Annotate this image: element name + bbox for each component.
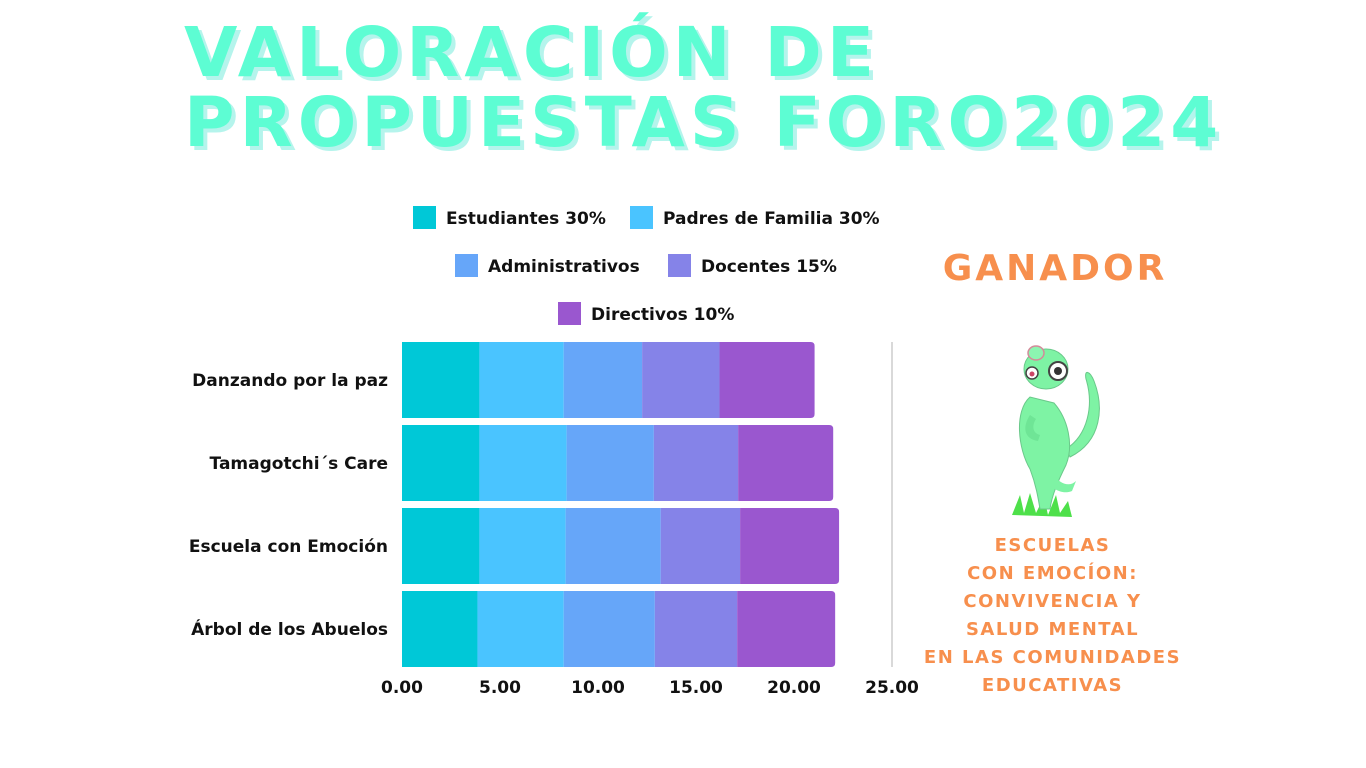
category-label: Árbol de los Abuelos [191,618,388,640]
bar-segment [740,508,840,584]
bar-segment [566,425,654,501]
legend-item: Docentes 15% [668,254,837,277]
bar-segment [565,508,661,584]
bar-segment [563,591,655,667]
winner-line: CONVIVENCIA Y [963,591,1142,612]
tick-label: 10.00 [571,678,625,698]
bar-segment [402,508,480,584]
tick-label: 0.00 [381,678,423,698]
legend-swatch [413,206,436,229]
legend-swatch [630,206,653,229]
bar-segment [477,591,564,667]
legend-swatch [455,254,478,277]
category-label: Tamagotchi´s Care [210,454,388,474]
bar-segment [479,342,564,418]
chart-bars [402,342,840,667]
title-line-1: VALORACIÓN DE [184,13,879,93]
winner-heading: GANADOR [942,248,1168,289]
winner-line: EN LAS COMUNIDADES [923,647,1182,668]
legend-item: Padres de Familia 30% [630,206,880,229]
chameleon-icon [1012,345,1100,517]
bar-segment [402,591,478,667]
winner-line: CON EMOCÍON: [967,563,1138,584]
legend-label: Docentes 15% [701,257,837,277]
winner-line: ESCUELAS [994,535,1111,556]
bar-segment [738,425,834,501]
tick-label: 5.00 [479,678,521,698]
bar-segment [653,425,739,501]
tick-label: 25.00 [865,678,919,698]
bar-segment [402,425,480,501]
chart-legend: Estudiantes 30% Padres de Familia 30% Admi… [413,206,880,325]
bar-segment [479,508,566,584]
legend-label: Estudiantes 30% [446,209,606,229]
stacked-bar-chart: Estudiantes 30% Padres de Familia 30% Admi… [189,206,919,698]
page-title: VALORACIÓN DE PROPUESTAS FORO2024 [184,18,1244,158]
winner-line: EDUCATIVAS [981,675,1124,696]
legend-swatch [558,302,581,325]
bar-segment [737,591,836,667]
bar-segment [479,425,567,501]
bar-segment [402,342,480,418]
category-label: Danzando por la paz [192,371,388,391]
bar-segment [660,508,741,584]
legend-item: Administrativos [455,254,640,277]
title-line-2: PROPUESTAS FORO2024 [184,83,1224,163]
winner-line: SALUD MENTAL [965,619,1140,640]
legend-item: Estudiantes 30% [413,206,606,229]
legend-swatch [668,254,691,277]
bar-segment [642,342,720,418]
tick-label: 15.00 [669,678,723,698]
legend-label: Padres de Familia 30% [663,209,880,229]
legend-label: Administrativos [488,257,640,277]
tick-label: 20.00 [767,678,821,698]
category-labels: Danzando por la paz Tamagotchi´s Care Escu… [189,371,388,640]
legend-label: Directivos 10% [591,305,734,325]
x-axis-ticks: 0.00 5.00 10.00 15.00 20.00 25.00 [381,678,919,698]
bar-segment [654,591,738,667]
winner-project: ESCUELAS CON EMOCÍON: CONVIVENCIA Y SALU… [900,532,1205,700]
bar-segment [563,342,643,418]
bar-segment [719,342,815,418]
legend-item: Directivos 10% [558,302,734,325]
category-label: Escuela con Emoción [189,537,388,557]
